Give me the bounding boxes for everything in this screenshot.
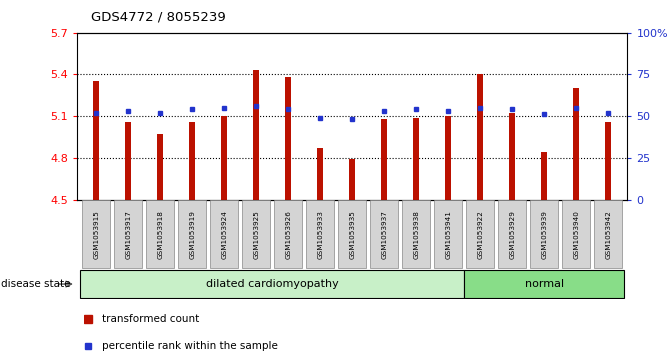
Bar <box>413 118 419 200</box>
FancyBboxPatch shape <box>466 200 495 268</box>
Bar <box>221 116 227 200</box>
FancyBboxPatch shape <box>498 200 526 268</box>
Text: GSM1053924: GSM1053924 <box>221 210 227 258</box>
Text: GSM1053918: GSM1053918 <box>157 210 163 258</box>
Text: GSM1053937: GSM1053937 <box>381 210 387 258</box>
Bar <box>317 148 323 200</box>
Text: GDS4772 / 8055239: GDS4772 / 8055239 <box>91 11 225 24</box>
Text: GSM1053917: GSM1053917 <box>125 210 132 258</box>
FancyBboxPatch shape <box>402 200 430 268</box>
FancyBboxPatch shape <box>83 200 111 268</box>
Bar <box>381 119 387 200</box>
FancyBboxPatch shape <box>242 200 270 268</box>
Text: GSM1053915: GSM1053915 <box>93 210 99 258</box>
FancyBboxPatch shape <box>146 200 174 268</box>
FancyBboxPatch shape <box>274 200 303 268</box>
Text: GSM1053941: GSM1053941 <box>446 210 451 258</box>
Bar <box>254 70 259 200</box>
FancyBboxPatch shape <box>562 200 590 268</box>
Text: GSM1053929: GSM1053929 <box>509 210 515 258</box>
Text: GSM1053933: GSM1053933 <box>317 210 323 258</box>
Text: GSM1053940: GSM1053940 <box>573 210 579 258</box>
FancyBboxPatch shape <box>370 200 399 268</box>
FancyBboxPatch shape <box>434 200 462 268</box>
Bar <box>446 116 451 200</box>
Bar <box>93 81 99 200</box>
Bar <box>605 122 611 200</box>
FancyBboxPatch shape <box>464 270 624 298</box>
Text: GSM1053925: GSM1053925 <box>254 210 259 258</box>
FancyBboxPatch shape <box>594 200 622 268</box>
Text: GSM1053939: GSM1053939 <box>541 210 548 258</box>
Text: GSM1053922: GSM1053922 <box>477 210 483 258</box>
Bar <box>541 152 547 200</box>
Bar <box>477 74 483 200</box>
FancyBboxPatch shape <box>306 200 334 268</box>
Text: transformed count: transformed count <box>102 314 199 324</box>
FancyBboxPatch shape <box>210 200 238 268</box>
Text: GSM1053926: GSM1053926 <box>285 210 291 258</box>
Text: disease state: disease state <box>1 279 70 289</box>
Text: percentile rank within the sample: percentile rank within the sample <box>102 341 278 351</box>
FancyBboxPatch shape <box>178 200 207 268</box>
Text: GSM1053935: GSM1053935 <box>350 210 355 258</box>
Bar <box>573 88 579 200</box>
Bar <box>158 134 163 200</box>
Bar <box>285 77 291 200</box>
Text: GSM1053938: GSM1053938 <box>413 210 419 258</box>
Text: GSM1053942: GSM1053942 <box>605 210 611 258</box>
Bar <box>125 122 132 200</box>
Text: normal: normal <box>525 279 564 289</box>
Bar <box>189 122 195 200</box>
FancyBboxPatch shape <box>81 270 464 298</box>
FancyBboxPatch shape <box>530 200 558 268</box>
Text: GSM1053919: GSM1053919 <box>189 210 195 258</box>
FancyBboxPatch shape <box>114 200 142 268</box>
Bar <box>350 159 355 200</box>
FancyBboxPatch shape <box>338 200 366 268</box>
Text: dilated cardiomyopathy: dilated cardiomyopathy <box>206 279 339 289</box>
Bar <box>509 113 515 200</box>
